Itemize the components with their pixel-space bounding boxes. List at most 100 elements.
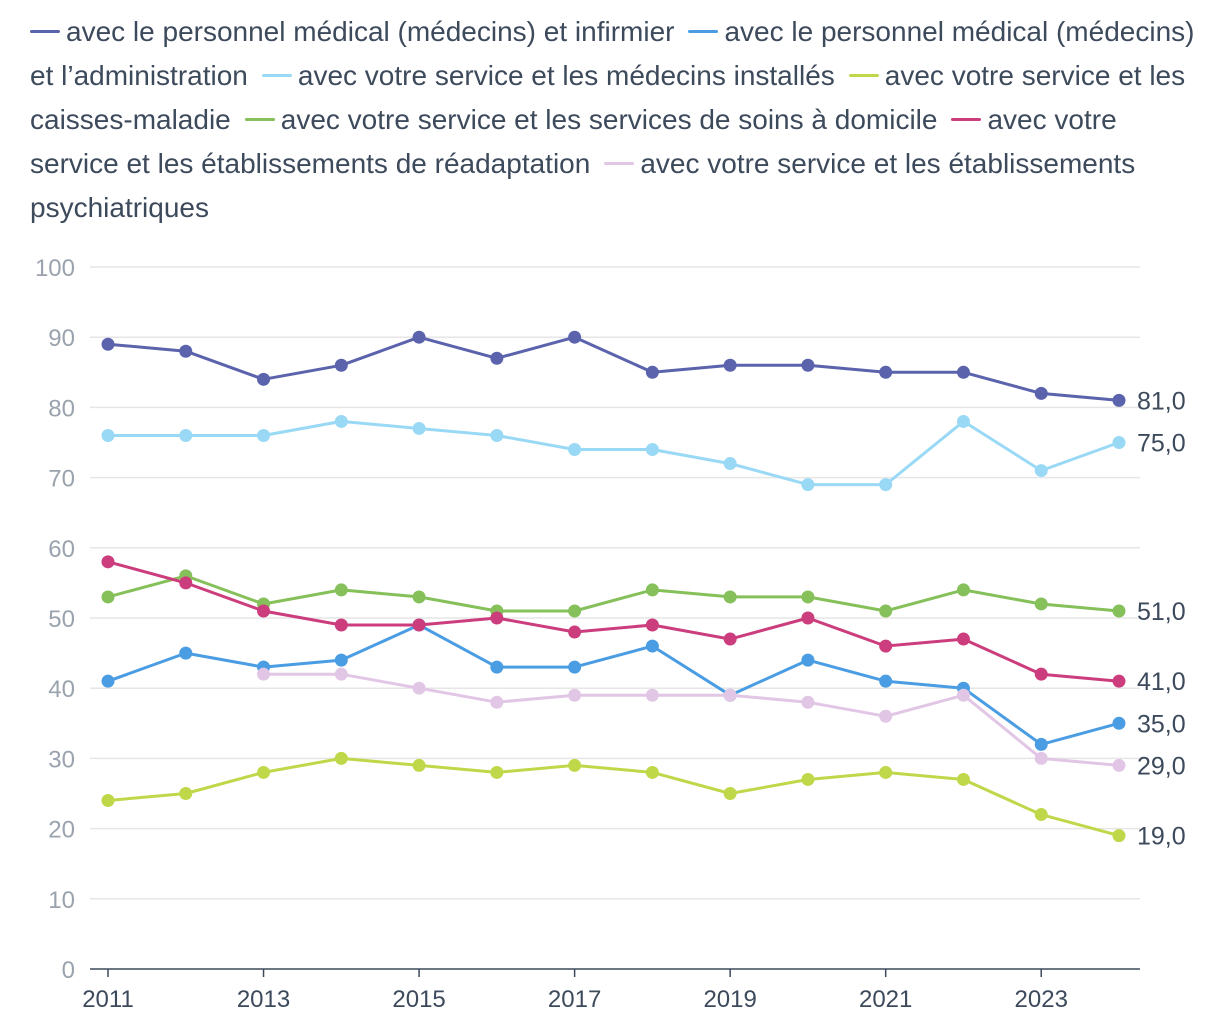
data-point [334,618,348,632]
data-point [645,618,659,632]
data-point [179,576,193,590]
legend-item[interactable]: avec le personnel médical (médecins) et … [30,16,1194,91]
data-point [490,351,504,365]
y-tick-label: 100 [35,255,75,282]
data-point [101,590,115,604]
data-point [801,611,815,625]
legend-item[interactable]: avec votre service et les services de so… [244,104,938,135]
data-point [956,688,970,702]
legend-swatch [261,74,292,78]
y-tick-label: 10 [48,887,75,914]
end-labels: 81,0 35,0 75,0 19,0 51,0 41,0 29,0 [1137,387,1186,850]
series-line [101,618,1126,751]
data-point [723,688,737,702]
legend-item[interactable]: avec le personnel médical (médecins) et … [30,16,674,47]
data-point [879,674,893,688]
legend-label: avec le personnel médical (médecins) et … [66,16,675,47]
data-point [645,365,659,379]
legend-item[interactable]: avec votre service et les médecins insta… [261,60,835,91]
x-tick-label: 2017 [548,986,601,1013]
legend-swatch [688,30,719,34]
data-point [412,421,426,435]
data-point [1034,737,1048,751]
legend-swatch [604,162,635,166]
data-point [257,765,271,779]
data-point [257,604,271,618]
x-tick-label: 2021 [859,986,912,1013]
x-tick-label: 2019 [703,986,756,1013]
data-point [879,709,893,723]
data-point [645,639,659,653]
series-path [108,419,1120,487]
y-tick-label: 70 [48,466,75,493]
data-point [412,590,426,604]
legend: avec le personnel médical (médecins) et … [30,10,1200,230]
series-line [101,751,1126,843]
y-tick-label: 20 [48,817,75,844]
data-point [801,653,815,667]
legend-item[interactable]: avec votre service et les caisses-maladi… [30,60,1185,135]
series-path [107,623,1120,746]
data-point [879,478,893,492]
end-value-label: 81,0 [1137,387,1186,415]
data-point [879,639,893,653]
data-point [1112,758,1126,772]
y-tick-label: 50 [48,606,75,633]
legend-label: avec votre service et les services de so… [280,104,938,135]
data-point [956,632,970,646]
series-line [101,330,1126,407]
legend-label: avec votre service et les médecins insta… [297,60,835,91]
data-point [101,794,115,808]
data-point [723,632,737,646]
data-point [1034,597,1048,611]
legend-item[interactable]: avec votre service et les établissements… [30,148,1135,223]
data-point [490,428,504,442]
data-point [568,604,582,618]
end-value-label: 51,0 [1137,598,1186,626]
legend-label: avec votre service et les établissements… [30,104,1117,179]
grid [90,266,1140,900]
data-point [723,787,737,800]
data-point [568,625,582,639]
data-point [568,330,582,344]
y-tick-label: 30 [48,746,75,773]
series-line [257,667,1126,772]
data-point [645,443,659,457]
data-point [1034,667,1048,681]
legend-label: avec votre service et les caisses-maladi… [30,60,1186,135]
data-point [334,751,348,765]
data-point [801,772,815,786]
data-point [645,765,659,779]
legend-swatch [848,74,879,78]
data-point [568,443,582,457]
data-point [412,618,426,632]
series-line [101,414,1126,492]
series-path [263,672,1120,767]
series-path [107,756,1120,838]
x-tick-label: 2011 [82,986,134,1013]
data-point [179,344,193,358]
data-point [956,414,970,428]
y-tick-label: 80 [48,395,75,422]
data-point [334,583,348,597]
data-point [723,590,737,604]
data-point [101,337,115,351]
end-value-label: 75,0 [1137,430,1186,458]
legend-swatch [951,118,982,122]
data-point [490,660,504,674]
data-point [179,787,193,800]
data-point [568,688,582,702]
data-point [568,758,582,772]
legend-label: avec le personnel médical (médecins) et … [30,16,1195,91]
data-point [645,583,659,597]
data-point [257,372,271,386]
data-point [101,428,115,442]
data-point [1034,751,1048,765]
y-tick-label: 90 [48,325,75,352]
legend-swatch [244,118,275,122]
legend-item[interactable]: avec votre service et les établissements… [30,104,1117,179]
end-value-label: 35,0 [1137,710,1186,738]
end-value-label: 29,0 [1137,752,1186,780]
data-point [801,695,815,709]
x-tick-label: 2015 [392,986,445,1013]
